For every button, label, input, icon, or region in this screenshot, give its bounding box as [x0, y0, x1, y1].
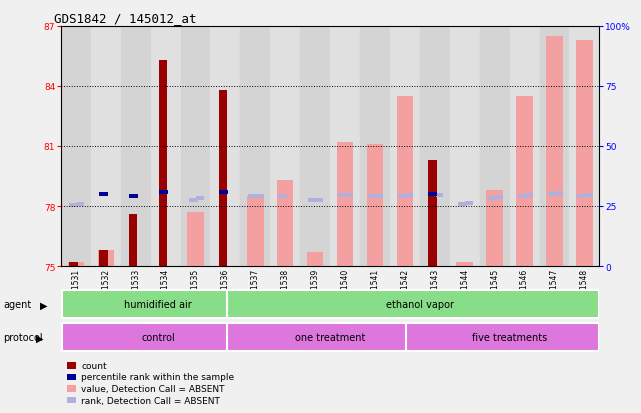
Bar	[68, 262, 84, 266]
Bar	[367, 145, 383, 266]
Bar	[337, 142, 353, 266]
Bar	[346, 193, 353, 198]
Text: ethanol vapor: ethanol vapor	[386, 299, 454, 309]
Bar	[219, 190, 228, 195]
Bar	[495, 195, 503, 200]
Text: ▶: ▶	[40, 299, 48, 310]
Text: agent: agent	[3, 299, 31, 310]
Bar	[406, 324, 599, 351]
Bar	[278, 195, 287, 199]
Bar	[479, 27, 510, 266]
Bar	[420, 27, 450, 266]
Bar	[121, 27, 151, 266]
Bar	[188, 198, 197, 203]
Bar	[526, 193, 533, 198]
Bar	[555, 191, 563, 196]
Bar	[390, 27, 420, 266]
Text: ▶: ▶	[36, 332, 44, 343]
Bar	[277, 180, 294, 266]
Bar	[376, 195, 383, 199]
Bar	[578, 195, 587, 199]
Bar	[256, 195, 263, 199]
Bar	[91, 27, 121, 266]
Bar	[77, 202, 84, 206]
Bar	[249, 195, 258, 199]
Bar	[159, 190, 168, 195]
Bar	[159, 61, 167, 266]
Bar	[547, 192, 556, 197]
Text: GDS1842 / 145012_at: GDS1842 / 145012_at	[54, 12, 197, 25]
Text: rank, Detection Call = ABSENT: rank, Detection Call = ABSENT	[81, 396, 221, 405]
Bar	[69, 203, 78, 208]
Bar	[456, 262, 473, 266]
Bar	[97, 250, 114, 266]
Bar	[69, 262, 78, 266]
Bar	[360, 27, 390, 266]
Text: value, Detection Call = ABSENT: value, Detection Call = ABSENT	[81, 384, 225, 393]
Bar	[406, 193, 413, 198]
Bar	[569, 27, 599, 266]
Bar	[428, 161, 437, 266]
Bar	[99, 250, 108, 266]
Bar	[308, 198, 317, 203]
Bar	[227, 291, 599, 318]
Bar	[316, 198, 324, 203]
Bar	[300, 27, 330, 266]
Text: five treatments: five treatments	[472, 332, 547, 342]
Bar	[227, 324, 420, 351]
Bar	[62, 324, 240, 351]
Bar	[398, 195, 407, 199]
Bar	[517, 97, 533, 266]
Bar	[338, 193, 347, 198]
Text: humidified air: humidified air	[124, 299, 192, 309]
Bar	[487, 190, 503, 266]
Bar	[99, 192, 108, 197]
Bar	[196, 196, 204, 201]
Bar	[330, 27, 360, 266]
Bar	[540, 27, 569, 266]
Bar	[62, 291, 240, 318]
Bar	[219, 91, 227, 266]
Bar	[151, 27, 181, 266]
Text: one treatment: one treatment	[295, 332, 365, 342]
Bar	[271, 27, 300, 266]
Bar	[465, 201, 473, 206]
Bar	[61, 27, 91, 266]
Bar	[187, 213, 204, 266]
Text: count: count	[81, 361, 107, 370]
Bar	[488, 196, 497, 201]
Bar	[428, 192, 437, 197]
Text: protocol: protocol	[3, 332, 43, 343]
Bar	[546, 37, 563, 266]
Bar	[436, 193, 443, 198]
Bar	[247, 197, 263, 266]
Bar	[129, 214, 137, 266]
Text: percentile rank within the sample: percentile rank within the sample	[81, 373, 235, 382]
Bar	[518, 195, 527, 199]
Bar	[210, 27, 240, 266]
Bar	[307, 252, 324, 266]
Bar	[368, 195, 377, 199]
Bar	[458, 202, 467, 206]
Bar	[576, 41, 593, 266]
Bar	[397, 97, 413, 266]
Bar	[450, 27, 479, 266]
Bar	[240, 27, 271, 266]
Bar	[458, 264, 467, 266]
Bar	[181, 27, 210, 266]
Bar	[129, 195, 138, 199]
Text: control: control	[141, 332, 175, 342]
Bar	[510, 27, 540, 266]
Bar	[585, 193, 593, 198]
